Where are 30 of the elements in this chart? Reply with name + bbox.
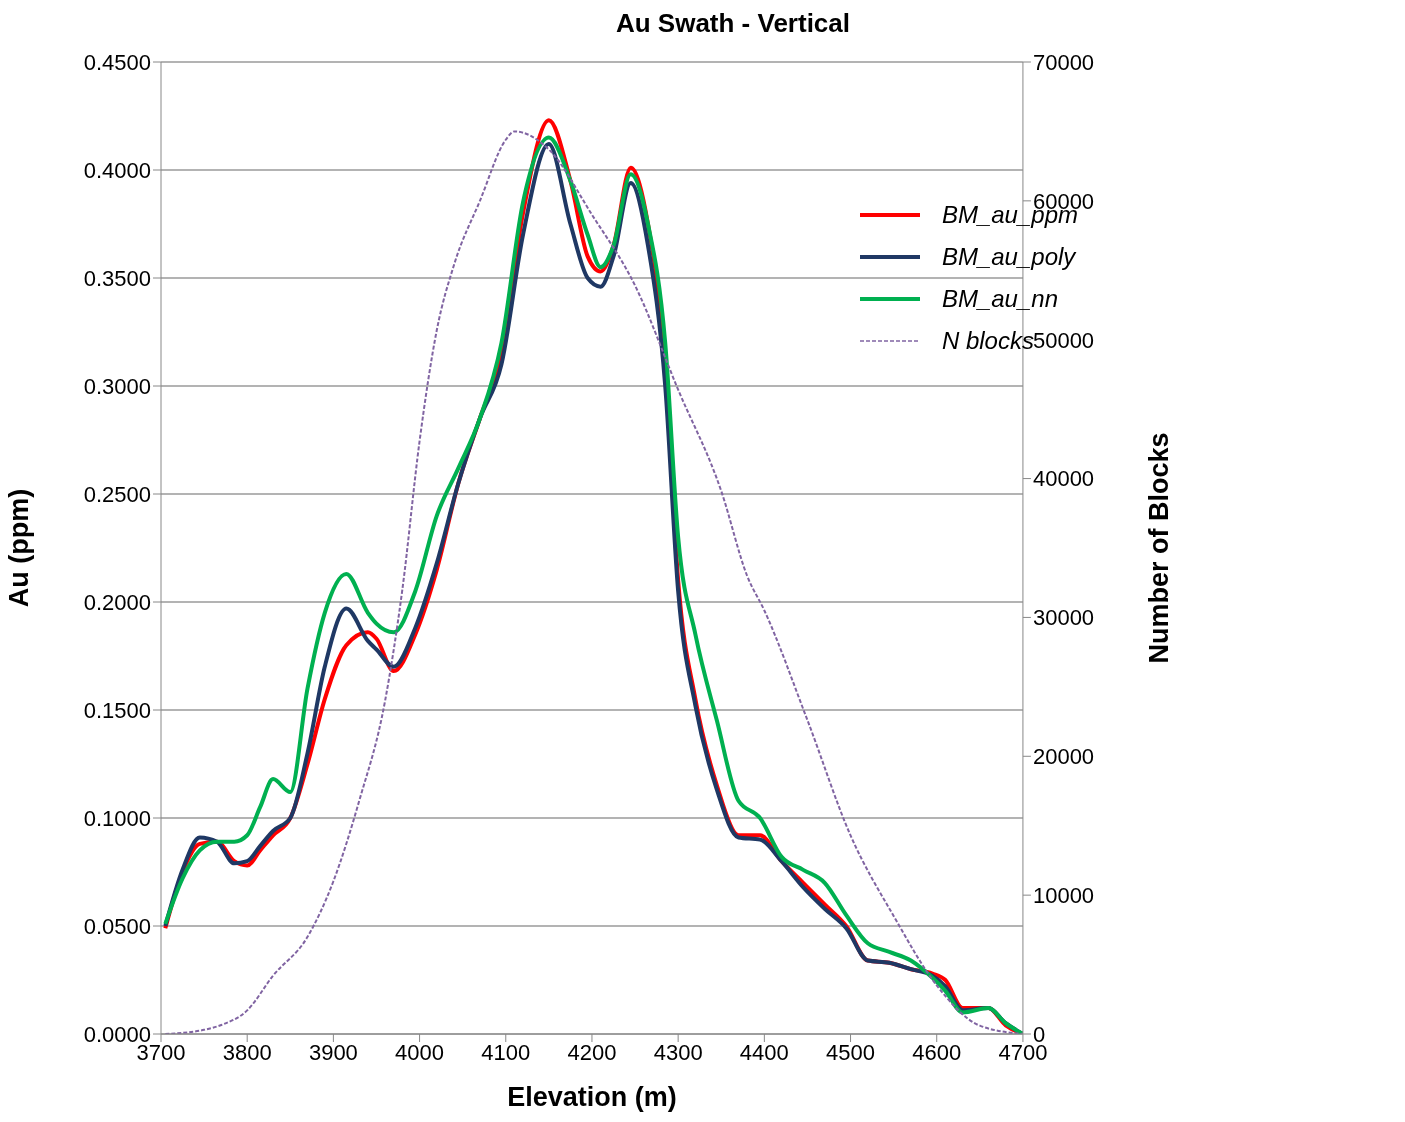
y-tick-label: 0.3500 xyxy=(83,265,151,291)
x-tick-label: 4300 xyxy=(653,1039,703,1065)
legend-label: BM_au_nn xyxy=(941,285,1059,313)
x-tick-label: 4100 xyxy=(481,1039,531,1065)
y-tick-label: 0.0500 xyxy=(83,913,151,939)
y-tick-label: 0.2000 xyxy=(83,589,151,615)
y-tick-label: 0.2500 xyxy=(83,481,151,507)
y-tick-label: 0.4500 xyxy=(83,49,151,75)
x-tick-label: 4600 xyxy=(912,1039,962,1065)
x-axis-title: Elevation (m) xyxy=(507,1082,677,1112)
y-tick-label: 0.3000 xyxy=(83,373,151,399)
x-tick-label: 3900 xyxy=(308,1039,358,1065)
y-axis-title: Au (ppm) xyxy=(3,488,34,608)
y-tick-label: 0.1500 xyxy=(83,697,151,723)
y2-tick-label: 40000 xyxy=(1032,466,1095,492)
y2-tick-label: 20000 xyxy=(1032,744,1095,770)
legend-label: BM_au_poly xyxy=(941,243,1076,271)
y-tick-label: 0.4000 xyxy=(83,157,151,183)
x-tick-label: 4500 xyxy=(826,1039,876,1065)
y2-tick-label: 30000 xyxy=(1032,605,1095,631)
x-tick-label: 3800 xyxy=(222,1039,272,1065)
y2-tick-label: 10000 xyxy=(1032,882,1095,908)
x-tick-label: 4000 xyxy=(395,1039,445,1065)
y2-axis-title: Number of Blocks xyxy=(1143,432,1174,664)
chart-title: Au Swath - Vertical xyxy=(614,8,852,40)
y2-tick-label: 70000 xyxy=(1032,49,1095,75)
x-tick-label: 4400 xyxy=(739,1039,789,1065)
legend-label: N blocks xyxy=(941,327,1034,355)
y-tick-label: 0.1000 xyxy=(83,805,151,831)
x-tick-label: 4200 xyxy=(567,1039,617,1065)
